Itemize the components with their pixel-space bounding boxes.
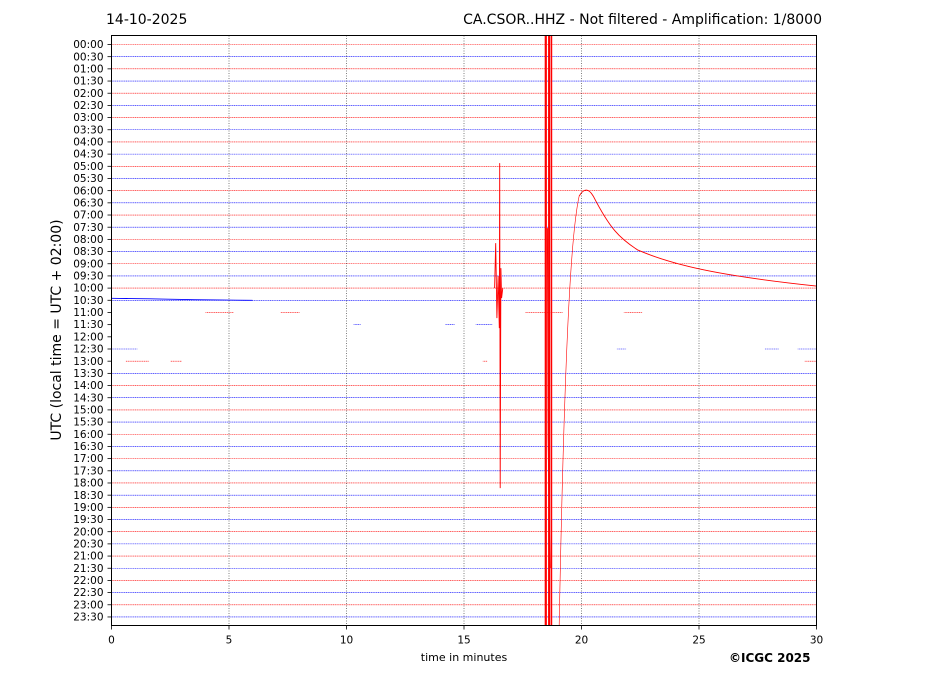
gap-mask bbox=[642, 310, 817, 314]
x-tick-label: 10 bbox=[340, 635, 353, 647]
y-tick-label: 18:00 bbox=[73, 478, 103, 490]
y-tick-label: 16:30 bbox=[73, 441, 103, 453]
y-tick-label: 20:30 bbox=[73, 538, 103, 550]
gap-mask bbox=[360, 323, 446, 327]
gap-mask bbox=[111, 335, 817, 339]
event-swing-rise bbox=[558, 196, 580, 626]
y-tick-label: 14:00 bbox=[73, 380, 103, 392]
date-label: 14-10-2025 bbox=[106, 12, 188, 28]
gap-mask bbox=[626, 347, 765, 351]
y-tick-label: 10:00 bbox=[73, 283, 103, 295]
copyright-label: ©ICGC 2025 bbox=[729, 651, 811, 665]
y-tick-label: 04:30 bbox=[73, 149, 103, 161]
y-tick-label: 19:30 bbox=[73, 514, 103, 526]
event-burst bbox=[546, 228, 551, 569]
y-tick-label: 22:00 bbox=[73, 575, 103, 587]
gap-mask bbox=[454, 323, 476, 327]
y-tick-label: 08:00 bbox=[73, 234, 103, 246]
event-spike bbox=[494, 163, 504, 489]
trace-offset bbox=[111, 297, 253, 301]
y-tick-label: 07:00 bbox=[73, 210, 103, 222]
y-axis-ticks: 00:0000:3001:0001:3002:0002:3003:0003:30… bbox=[73, 39, 112, 624]
y-tick-label: 11:30 bbox=[73, 319, 103, 331]
y-tick-label: 06:00 bbox=[73, 185, 103, 197]
gap-mask bbox=[111, 359, 126, 363]
gap-mask bbox=[137, 347, 617, 351]
y-tick-label: 02:00 bbox=[73, 88, 103, 100]
y-tick-label: 16:00 bbox=[73, 429, 103, 441]
y-tick-label: 03:00 bbox=[73, 112, 103, 124]
gap-mask bbox=[299, 310, 526, 314]
gap-mask bbox=[111, 323, 354, 327]
y-tick-label: 01:30 bbox=[73, 76, 103, 88]
x-tick-label: 20 bbox=[575, 635, 588, 647]
event-swing-decay bbox=[578, 189, 817, 287]
y-tick-label: 11:00 bbox=[73, 307, 103, 319]
y-tick-label: 13:00 bbox=[73, 356, 103, 368]
y-tick-label: 01:00 bbox=[73, 63, 103, 75]
gap-mask bbox=[149, 359, 171, 363]
y-tick-label: 07:30 bbox=[73, 222, 103, 234]
x-tick-label: 0 bbox=[108, 635, 115, 647]
y-tick-label: 00:30 bbox=[73, 51, 103, 63]
y-tick-label: 09:00 bbox=[73, 258, 103, 270]
y-tick-label: 23:30 bbox=[73, 612, 103, 624]
data-gaps bbox=[111, 310, 817, 363]
y-axis-label: UTC (local time = UTC + 02:00) bbox=[49, 219, 65, 441]
y-tick-label: 20:00 bbox=[73, 526, 103, 538]
x-tick-label: 5 bbox=[226, 635, 233, 647]
x-axis-ticks: 0 5 10 15 20 25 30 bbox=[108, 625, 823, 647]
y-tick-label: 05:00 bbox=[73, 161, 103, 173]
y-tick-label: 15:00 bbox=[73, 405, 103, 417]
y-tick-label: 12:00 bbox=[73, 331, 103, 343]
x-axis-label: time in minutes bbox=[420, 651, 508, 664]
y-tick-label: 19:00 bbox=[73, 502, 103, 514]
y-tick-label: 10:30 bbox=[73, 295, 103, 307]
y-tick-label: 17:30 bbox=[73, 465, 103, 477]
y-tick-label: 09:30 bbox=[73, 271, 103, 283]
gap-mask bbox=[487, 359, 805, 363]
y-tick-label: 05:30 bbox=[73, 173, 103, 185]
gap-mask bbox=[562, 310, 624, 314]
y-tick-label: 21:00 bbox=[73, 551, 103, 563]
y-tick-label: 03:30 bbox=[73, 124, 103, 136]
x-tick-label: 25 bbox=[692, 635, 705, 647]
y-tick-label: 23:00 bbox=[73, 599, 103, 611]
y-tick-label: 15:30 bbox=[73, 417, 103, 429]
x-tick-label: 15 bbox=[457, 635, 470, 647]
chart-title: CA.CSOR..HHZ - Not filtered - Amplificat… bbox=[463, 12, 822, 28]
vertical-grid bbox=[228, 35, 700, 626]
gap-mask bbox=[233, 310, 281, 314]
gap-mask bbox=[492, 323, 817, 327]
gap-mask bbox=[182, 359, 483, 363]
y-tick-label: 08:30 bbox=[73, 246, 103, 258]
gap-mask bbox=[778, 347, 798, 351]
y-tick-label: 04:00 bbox=[73, 137, 103, 149]
y-tick-label: 17:00 bbox=[73, 453, 103, 465]
y-tick-label: 13:30 bbox=[73, 368, 103, 380]
gap-mask bbox=[111, 310, 206, 314]
y-tick-label: 12:30 bbox=[73, 344, 103, 356]
y-tick-label: 22:30 bbox=[73, 587, 103, 599]
y-tick-label: 02:30 bbox=[73, 100, 103, 112]
y-tick-label: 18:30 bbox=[73, 490, 103, 502]
y-tick-label: 00:00 bbox=[73, 39, 103, 51]
y-tick-label: 06:30 bbox=[73, 197, 103, 209]
y-tick-label: 21:30 bbox=[73, 563, 103, 575]
y-tick-label: 14:30 bbox=[73, 392, 103, 404]
seismic-event bbox=[111, 35, 817, 626]
x-tick-label: 30 bbox=[810, 635, 823, 647]
